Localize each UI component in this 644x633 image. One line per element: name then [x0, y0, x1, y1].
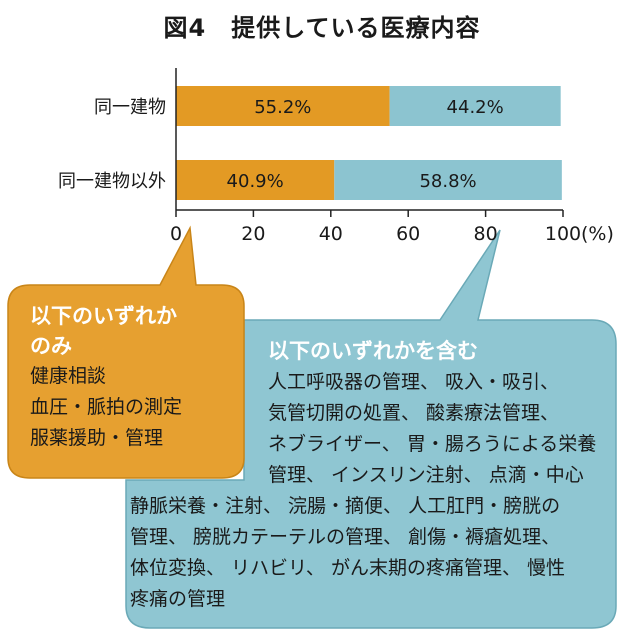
- x-tick-label: 60: [396, 223, 420, 245]
- bar-segment: [176, 86, 390, 126]
- x-tick-label: 100: [545, 223, 581, 245]
- category-label: 同一建物: [94, 97, 166, 118]
- x-tick-label: 0: [170, 223, 182, 245]
- includes-callout-line: 気管切開の処置、 酸素療法管理、: [268, 402, 560, 424]
- x-tick-label: 40: [319, 223, 343, 245]
- only-callout-item: 健康相談: [30, 365, 107, 387]
- bar-value-label: 58.8%: [419, 171, 476, 192]
- bar-segment: [176, 160, 335, 200]
- includes-callout-line: 人工呼吸器の管理、 吸入・吸引、: [268, 371, 560, 393]
- only-callout-title-line: のみ: [30, 334, 72, 358]
- bar-segment: [389, 86, 561, 126]
- only-callout-item: 服薬援助・管理: [30, 427, 164, 449]
- only-callout-item: 血圧・脈拍の測定: [30, 396, 183, 418]
- category-label: 同一建物以外: [58, 171, 166, 192]
- includes-callout-title: 以下のいずれかを含む: [268, 339, 478, 363]
- bar-value-label: 40.9%: [227, 171, 284, 192]
- x-tick-label: 20: [241, 223, 265, 245]
- includes-callout-line: 管理、 インスリン注射、 点滴・中心: [268, 464, 584, 486]
- x-tick-label: 80: [474, 223, 498, 245]
- chart-title: 図4 提供している医療内容: [163, 14, 481, 42]
- includes-callout-line: 管理、 膀胱カテーテルの管理、 創傷・褥瘡処理、: [130, 526, 561, 548]
- only-callout: 以下のいずれか のみ 健康相談 血圧・脈拍の測定 服薬援助・管理: [30, 301, 238, 454]
- only-callout-title-line: 以下のいずれか: [30, 304, 177, 328]
- includes-callout-line: 疼痛の管理: [130, 588, 226, 610]
- x-axis-unit: (%): [581, 223, 614, 245]
- bar-segment: [334, 160, 562, 200]
- orange-callout-bubble: [7, 225, 245, 479]
- includes-callout-line: 静脈栄養・注射、 浣腸・摘便、 人工肛門・膀胱の: [130, 495, 561, 517]
- bar-value-label: 55.2%: [254, 97, 311, 118]
- includes-callout-line: 体位変換、 リハビリ、 がん末期の疼痛管理、 慢性: [130, 557, 565, 579]
- includes-callout-line: ネブライザー、 胃・腸ろうによる栄養: [268, 433, 597, 455]
- only-callout-title: 以下のいずれか のみ: [30, 301, 238, 361]
- teal-callout-bubble: [125, 229, 617, 629]
- bar-value-label: 44.2%: [447, 97, 504, 118]
- plot-area: 55.2% 44.2% 同一建物 40.9% 58.8% 同一建物以外 0 20 40 60 80 1…: [58, 68, 614, 245]
- includes-callout: 以下のいずれかを含む 人工呼吸器の管理、 吸入・吸引、 気管切開の処置、 酸素療…: [130, 335, 620, 615]
